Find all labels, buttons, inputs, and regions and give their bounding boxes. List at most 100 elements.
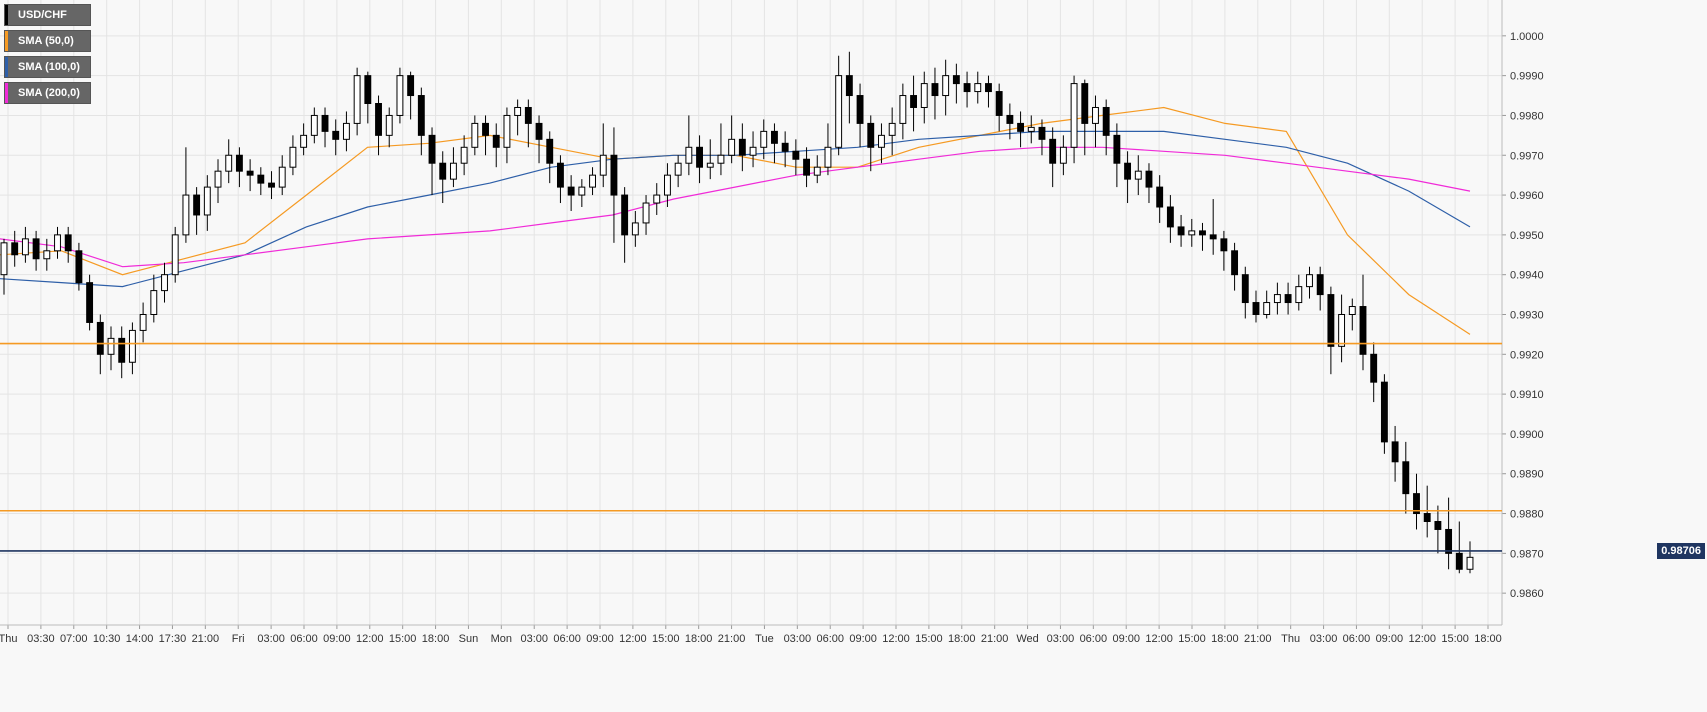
x-tick-label: 09:00 bbox=[1112, 633, 1140, 645]
candle-body bbox=[653, 194, 661, 204]
candle-body bbox=[1092, 106, 1099, 124]
candle-body bbox=[193, 194, 201, 216]
candle-body bbox=[278, 166, 286, 188]
candle-body bbox=[64, 234, 72, 252]
candle-body bbox=[749, 146, 757, 156]
candle-body bbox=[524, 106, 532, 124]
candle-body bbox=[1466, 556, 1474, 570]
candle-body bbox=[150, 290, 158, 315]
candle-body bbox=[1134, 170, 1142, 180]
y-tick-label: 0.9880 bbox=[1510, 509, 1544, 521]
candle-body bbox=[54, 234, 61, 252]
x-tick-label: 03:30 bbox=[27, 633, 55, 645]
candle-body bbox=[974, 83, 982, 93]
x-tick-label: 12:00 bbox=[1145, 633, 1173, 645]
candle-body bbox=[1434, 520, 1442, 530]
y-tick-label: 0.9990 bbox=[1510, 71, 1544, 83]
y-tick-label: 0.9940 bbox=[1510, 270, 1544, 282]
y-tick-label: 1.0000 bbox=[1510, 31, 1544, 43]
x-tick-label: 12:00 bbox=[356, 633, 384, 645]
legend-item-usdchf[interactable]: USD/CHF bbox=[4, 4, 91, 26]
y-tick-label: 0.9930 bbox=[1510, 309, 1544, 321]
candle-body bbox=[1284, 294, 1292, 304]
candle-body bbox=[792, 150, 800, 160]
candle-body bbox=[246, 170, 254, 176]
legend-label: SMA (100,0) bbox=[18, 61, 80, 73]
x-tick-label: Tue bbox=[755, 633, 774, 645]
legend-swatch-sma50 bbox=[5, 31, 8, 51]
candle-body bbox=[107, 337, 115, 355]
x-tick-label: 06:00 bbox=[1080, 633, 1108, 645]
y-tick-label: 0.9960 bbox=[1510, 190, 1544, 202]
legend-label: USD/CHF bbox=[18, 9, 67, 21]
x-tick-label: 06:00 bbox=[553, 633, 581, 645]
candle-body bbox=[1049, 138, 1057, 164]
candle-body bbox=[503, 114, 511, 148]
candle-body bbox=[0, 242, 8, 276]
candle-body bbox=[471, 122, 479, 148]
candle-body bbox=[1038, 126, 1046, 140]
x-tick-label: 03:00 bbox=[784, 633, 812, 645]
x-tick-label: 09:00 bbox=[849, 633, 877, 645]
candle-body bbox=[674, 162, 682, 176]
x-tick-label: 03:00 bbox=[257, 633, 285, 645]
x-tick-label: 12:00 bbox=[882, 633, 910, 645]
candle-body bbox=[856, 95, 864, 124]
legend: USD/CHF SMA (50,0) SMA (100,0) SMA (200,… bbox=[4, 4, 91, 104]
x-tick-label: 15:00 bbox=[389, 633, 417, 645]
candle-body bbox=[845, 75, 853, 97]
y-tick-label: 0.9970 bbox=[1510, 150, 1544, 162]
x-tick-label: 21:00 bbox=[718, 633, 746, 645]
candle-body bbox=[1380, 381, 1388, 443]
candle-body bbox=[931, 83, 939, 97]
legend-item-sma50[interactable]: SMA (50,0) bbox=[4, 30, 91, 52]
candle-body bbox=[43, 250, 51, 260]
candle-body bbox=[1017, 122, 1025, 132]
candle-body bbox=[1338, 313, 1346, 347]
candle-body bbox=[139, 313, 147, 331]
candle-body bbox=[182, 194, 190, 236]
candle-body bbox=[1402, 461, 1410, 495]
candle-body bbox=[589, 174, 596, 188]
x-tick-label: 15:00 bbox=[915, 633, 943, 645]
candle-body bbox=[375, 103, 382, 136]
candle-body bbox=[492, 134, 500, 148]
candle-body bbox=[235, 154, 243, 172]
candle-body bbox=[642, 202, 650, 224]
candle-body bbox=[1177, 226, 1185, 236]
y-tick-label: 0.9870 bbox=[1510, 548, 1544, 560]
candle-body bbox=[824, 146, 832, 168]
candle-body bbox=[1348, 306, 1356, 315]
legend-item-sma200[interactable]: SMA (200,0) bbox=[4, 82, 91, 104]
x-tick-label: 03:00 bbox=[520, 633, 548, 645]
candle-body bbox=[546, 138, 554, 164]
candle-body bbox=[621, 194, 629, 236]
candle-body bbox=[835, 75, 843, 148]
candle-body bbox=[514, 106, 522, 116]
candle-body bbox=[760, 130, 768, 148]
y-tick-label: 0.9860 bbox=[1510, 588, 1544, 600]
candle-body bbox=[1370, 353, 1378, 383]
candle-body bbox=[1145, 170, 1153, 188]
candle-body bbox=[417, 95, 425, 136]
candle-body bbox=[353, 75, 361, 124]
candle-body bbox=[1316, 274, 1324, 296]
candle-body bbox=[1445, 528, 1453, 554]
candle-body bbox=[888, 122, 896, 136]
x-tick-label: 09:00 bbox=[323, 633, 351, 645]
x-tick-label: 21:00 bbox=[981, 633, 1009, 645]
candle-body bbox=[460, 146, 468, 164]
x-tick-label: 14:00 bbox=[126, 633, 154, 645]
candle-body bbox=[310, 114, 318, 136]
candle-body bbox=[878, 134, 885, 148]
candle-body bbox=[1059, 146, 1067, 164]
candle-body bbox=[1081, 83, 1089, 124]
current-price-tag: 0.98706 bbox=[1657, 542, 1705, 559]
sma-line-200 bbox=[0, 146, 1471, 268]
candle-body bbox=[664, 174, 671, 196]
candle-body bbox=[1124, 162, 1132, 180]
legend-item-sma100[interactable]: SMA (100,0) bbox=[4, 56, 91, 78]
candle-body bbox=[449, 162, 457, 180]
